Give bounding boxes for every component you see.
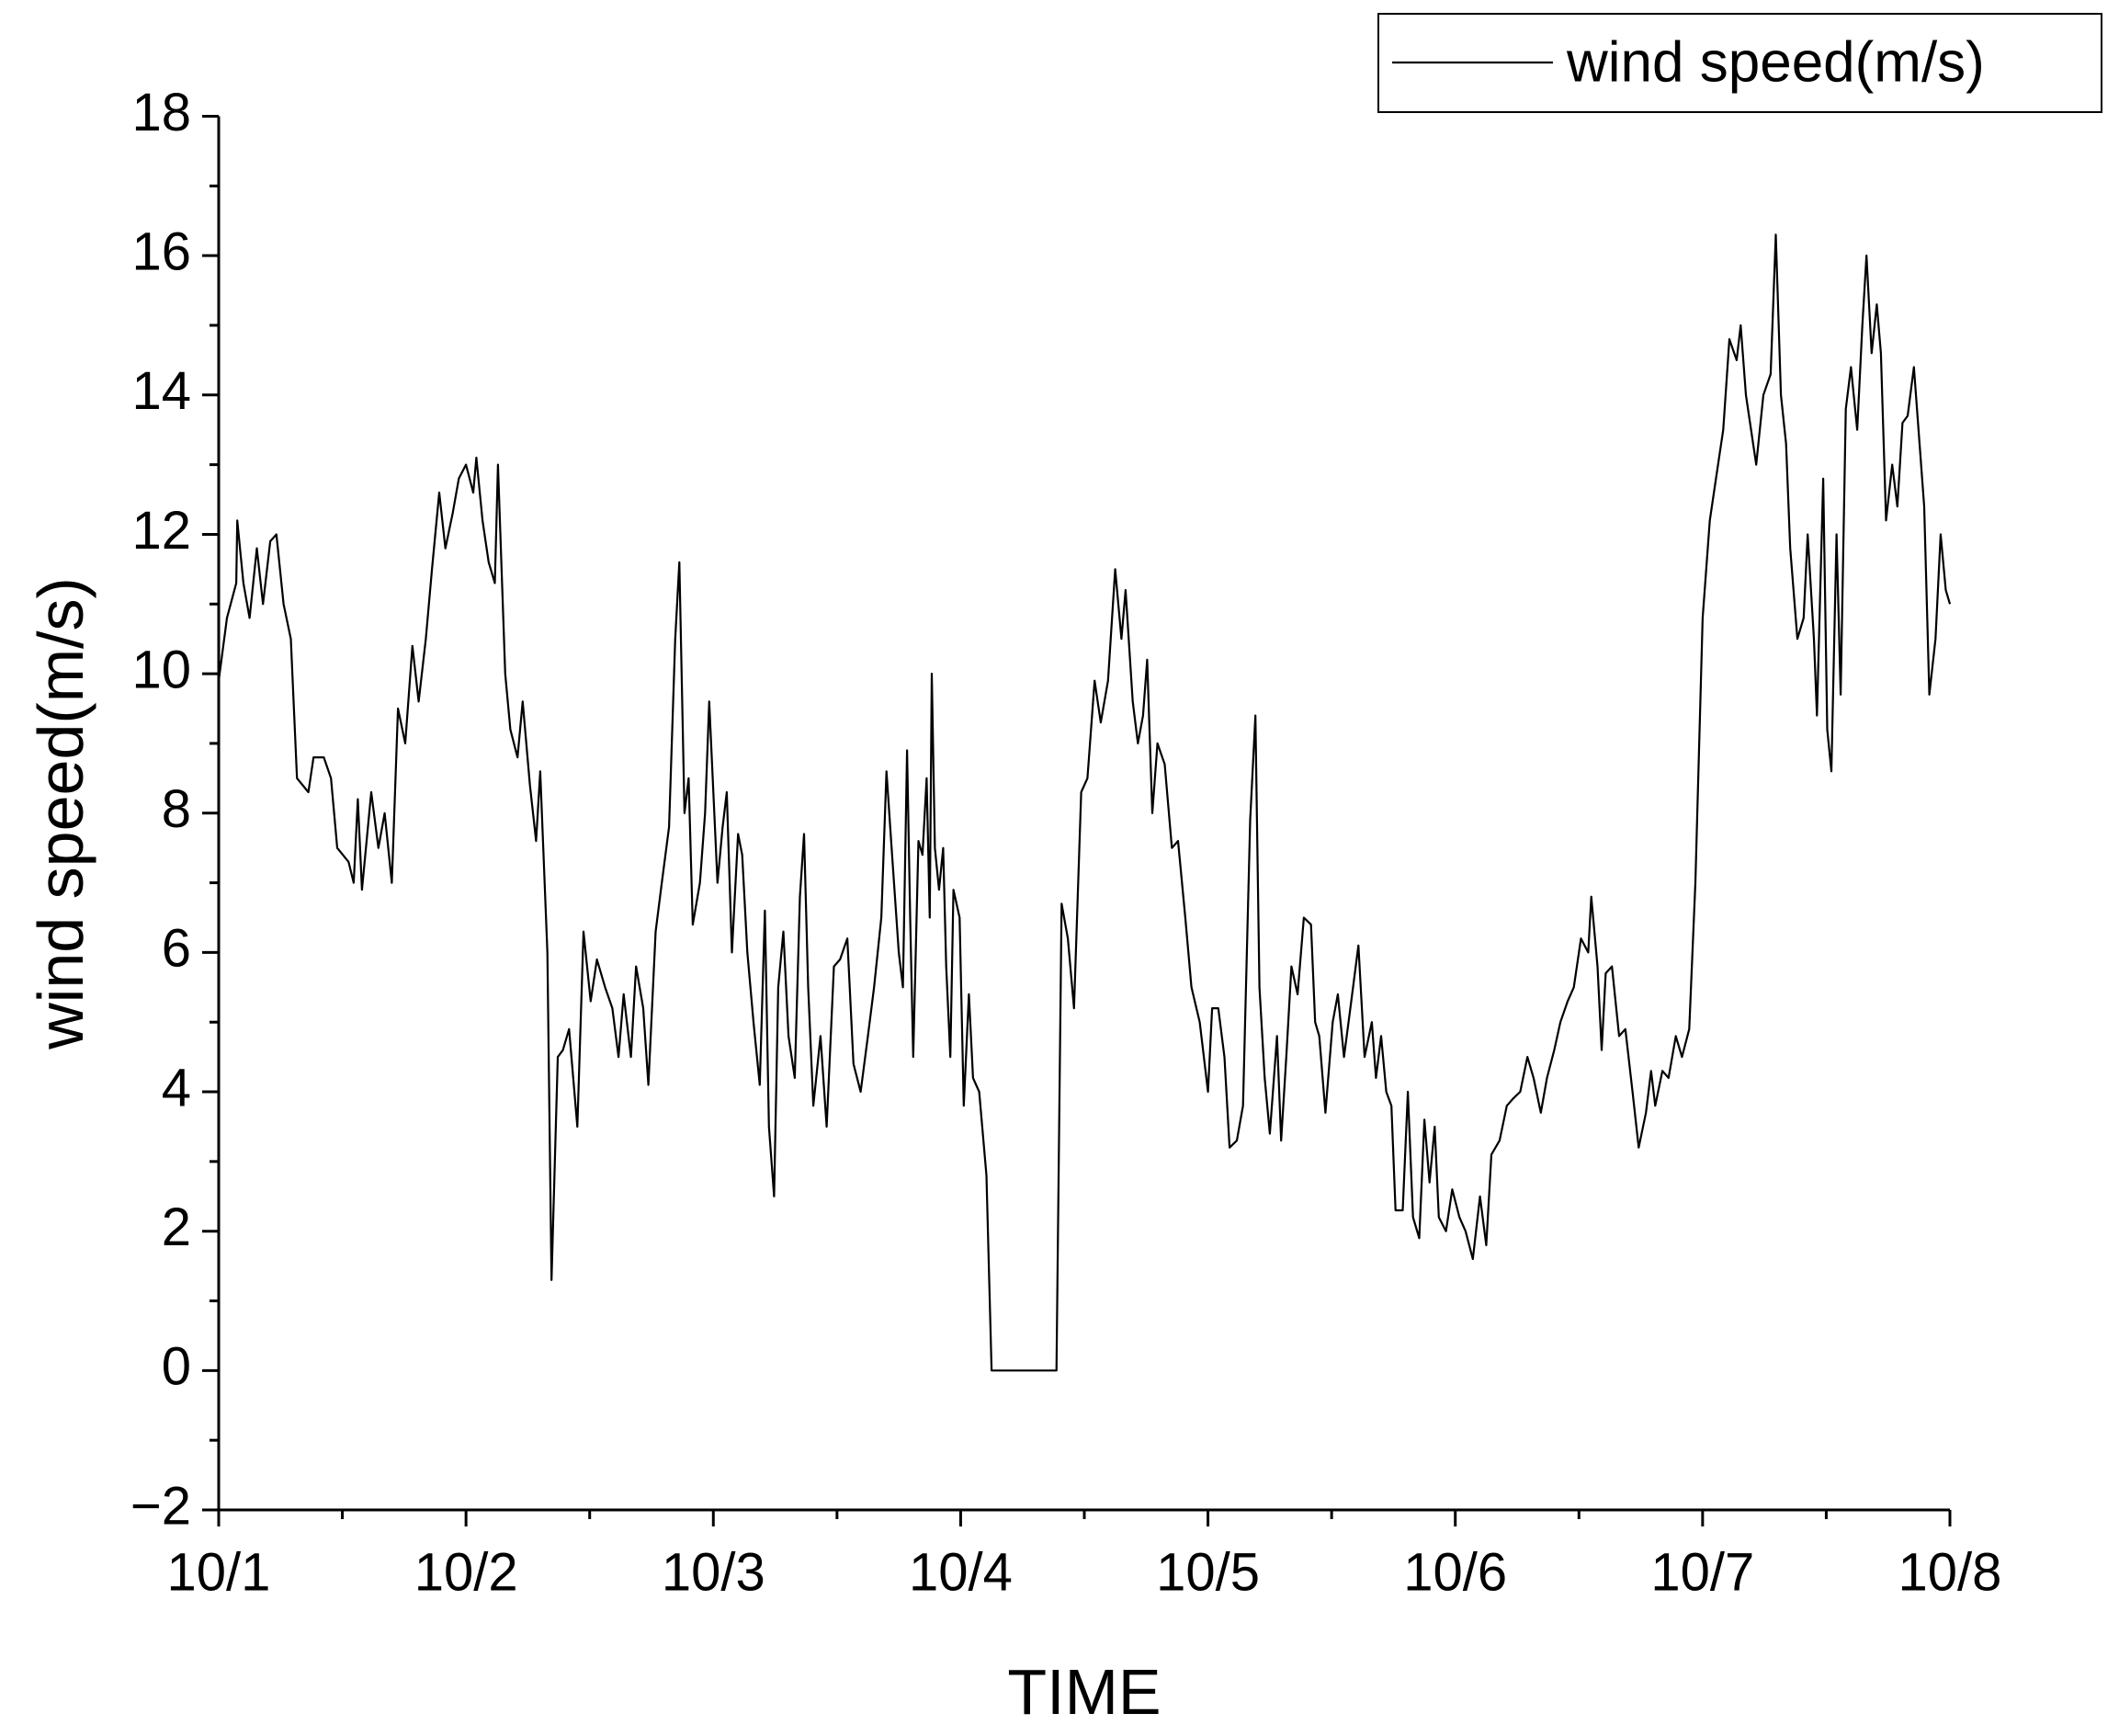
y-tick-label: 16 (131, 221, 191, 281)
y-tick-label: 12 (131, 501, 191, 561)
x-tick-label: 10/1 (167, 1542, 271, 1602)
y-tick-label: 4 (162, 1058, 191, 1118)
x-tick-label: 10/2 (414, 1542, 518, 1602)
x-tick-label: 10/6 (1403, 1542, 1507, 1602)
y-tick-label: 10 (131, 640, 191, 699)
x-tick-label: 10/8 (1898, 1542, 2002, 1602)
y-tick-label: 18 (131, 83, 191, 142)
y-tick-label: −2 (130, 1476, 191, 1536)
y-tick-label: 0 (162, 1337, 191, 1397)
x-tick-label: 10/3 (662, 1542, 765, 1602)
y-tick-label: 8 (162, 779, 191, 839)
y-tick-label: 6 (162, 919, 191, 979)
legend-label: wind speed(m/s) (1566, 30, 1985, 94)
data-line (217, 233, 1952, 1372)
y-axis-title: wind speed(m/s) (25, 577, 96, 1050)
x-axis-title: TIME (1007, 1656, 1161, 1728)
x-tick-label: 10/4 (909, 1542, 1013, 1602)
y-tick-label: 14 (131, 361, 191, 421)
y-tick-label: 2 (162, 1197, 191, 1257)
x-tick-label: 10/5 (1156, 1542, 1260, 1602)
x-tick-label: 10/7 (1650, 1542, 1754, 1602)
